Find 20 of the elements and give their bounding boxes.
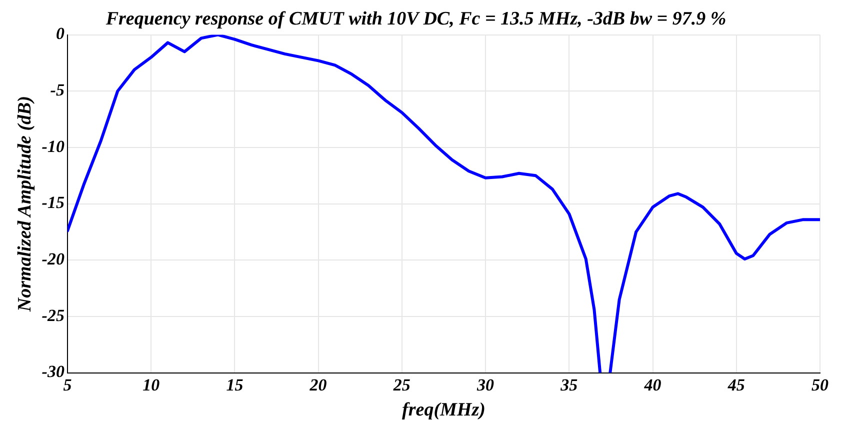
x-tick-label: 50 (812, 375, 829, 394)
y-tick-label: -20 (42, 250, 65, 269)
x-tick-label: 40 (643, 375, 662, 394)
y-tick-label: 0 (56, 24, 65, 44)
y-tick-label: -10 (42, 136, 65, 156)
x-axis-title: freq(MHz) (402, 400, 486, 421)
chart-title: Frequency response of CMUT with 10V DC, Fc = 13.5 MHz, -3dB bw = 97.9 % (104, 8, 726, 30)
x-tick-label: 45 (726, 375, 746, 394)
x-tick-label: 15 (226, 375, 244, 394)
y-axis-title: Normalized Amplitude (dB) (14, 96, 36, 313)
y-tick-label: -15 (42, 193, 65, 212)
y-tick-label: -30 (42, 362, 65, 382)
x-tick-label: 30 (476, 375, 495, 394)
x-tick-label: 35 (560, 375, 578, 394)
x-tick-label: 5 (63, 375, 72, 394)
x-tick-label: 10 (142, 375, 160, 394)
y-tick-label: -25 (42, 306, 65, 325)
x-tick-label: 20 (308, 375, 328, 394)
y-tick-label: -5 (50, 80, 65, 100)
x-tick-label: 25 (392, 375, 411, 394)
